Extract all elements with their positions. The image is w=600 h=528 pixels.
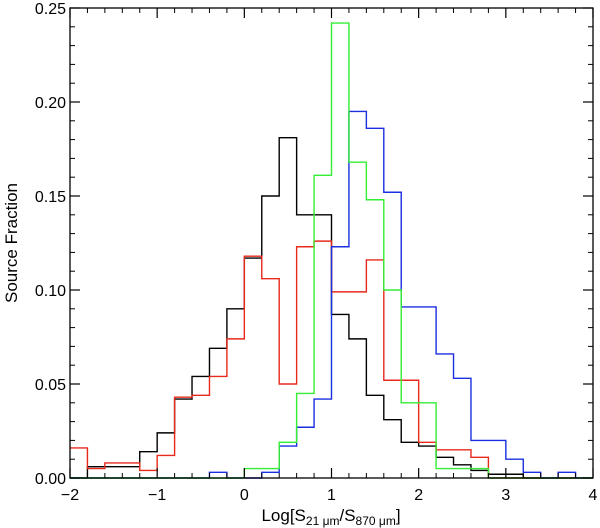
x-tick-label: −2: [61, 487, 79, 504]
histogram-series-2: [70, 240, 593, 479]
x-tick-label: 4: [589, 487, 598, 504]
y-ticks: 0.00 0.05 0.10 0.15 0.20 0.25: [35, 1, 593, 488]
x-tick-label: −1: [148, 487, 166, 504]
x-ticks: −2 −1 0 1 2 3 4: [61, 8, 598, 504]
y-tick-label: 0.20: [35, 95, 66, 112]
y-tick-label: 0.25: [35, 1, 66, 18]
y-axis-label: Source Fraction: [2, 183, 21, 303]
plot-series: [70, 22, 593, 479]
y-tick-label: 0.15: [35, 189, 66, 206]
y-tick-label: 0.10: [35, 283, 66, 300]
x-axis-label: Log[S21 μm/S870 μm]: [261, 506, 400, 528]
histogram-series-1: [70, 137, 593, 479]
x-tick-label: 2: [414, 487, 423, 504]
y-tick-label: 0.05: [35, 377, 66, 394]
x-tick-label: 3: [501, 487, 510, 504]
x-tick-label: 1: [327, 487, 336, 504]
x-tick-label: 0: [240, 487, 249, 504]
y-tick-label: 0.00: [35, 471, 66, 488]
